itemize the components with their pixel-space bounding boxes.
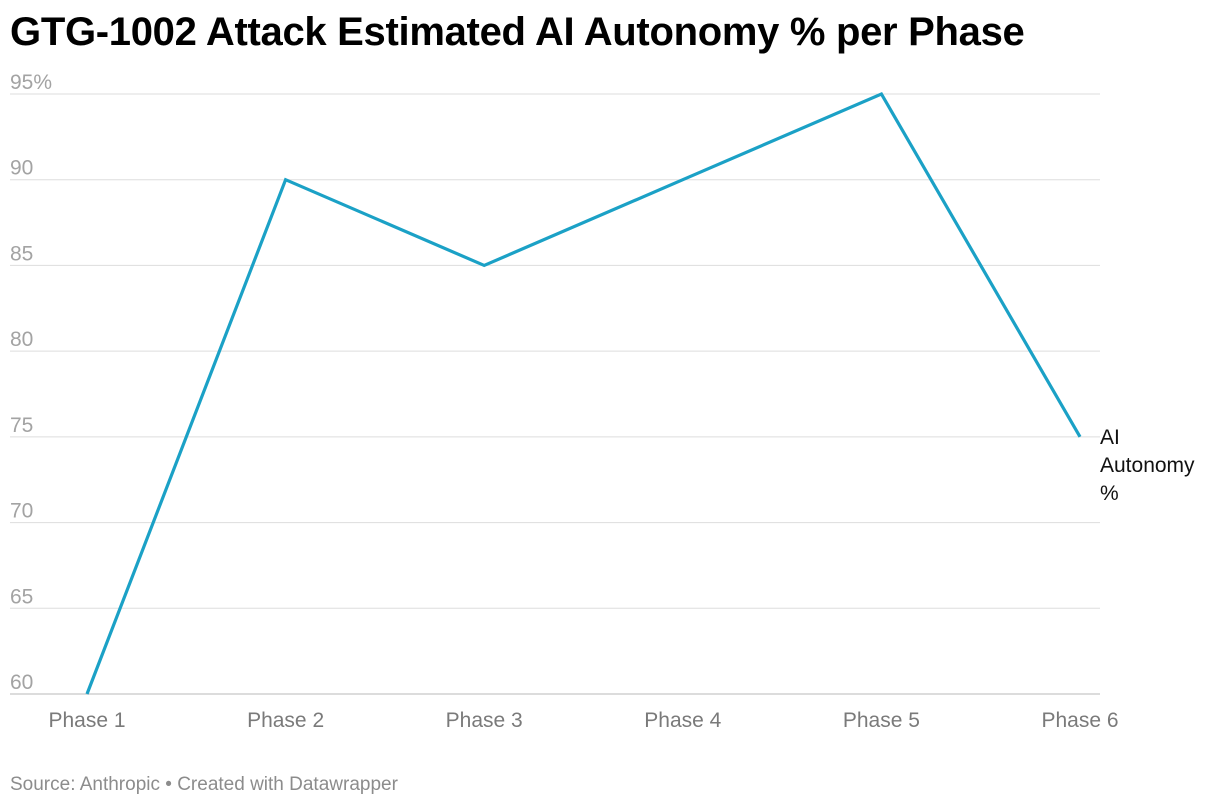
series-labels: AI Autonomy% <box>1100 426 1195 505</box>
series-label: AI Autonomy% <box>1100 426 1195 505</box>
x-tick-label: Phase 2 <box>247 709 324 732</box>
y-tick-label: 75 <box>10 414 33 437</box>
x-tick-label: Phase 6 <box>1041 709 1118 732</box>
y-tick-label: 85 <box>10 242 33 265</box>
x-tick-label: Phase 3 <box>446 709 523 732</box>
y-tick-label: 65 <box>10 585 33 608</box>
y-axis-ticks: 60 65 70 75 80 85 90 95% <box>10 71 52 694</box>
source-label: Source: Anthropic <box>10 774 160 795</box>
series-line <box>85 91 1082 695</box>
series-label-line: Autonomy <box>1100 454 1195 477</box>
chart-title: GTG-1002 Attack Estimated AI Autonomy % … <box>10 10 1025 54</box>
y-tick-label: 60 <box>10 671 33 694</box>
credit-label: Created with Datawrapper <box>177 774 398 795</box>
y-tick-label: 95% <box>10 71 52 94</box>
x-tick-label: Phase 1 <box>48 709 125 732</box>
x-tick-label: Phase 4 <box>644 709 721 732</box>
series-label-line: % <box>1100 482 1119 505</box>
series-label-line: AI <box>1100 426 1120 449</box>
chart-footer: Source: Anthropic • Created with Datawra… <box>10 774 398 796</box>
series-lines <box>85 91 1082 695</box>
separator: • <box>165 774 172 795</box>
y-tick-label: 80 <box>10 328 33 351</box>
gridlines <box>10 93 1100 695</box>
x-tick-label: Phase 5 <box>843 709 920 732</box>
y-tick-label: 70 <box>10 500 33 523</box>
y-tick-label: 90 <box>10 157 33 180</box>
x-axis-ticks: Phase 1 Phase 2 Phase 3 Phase 4 Phase 5 Phase… <box>48 709 1118 732</box>
